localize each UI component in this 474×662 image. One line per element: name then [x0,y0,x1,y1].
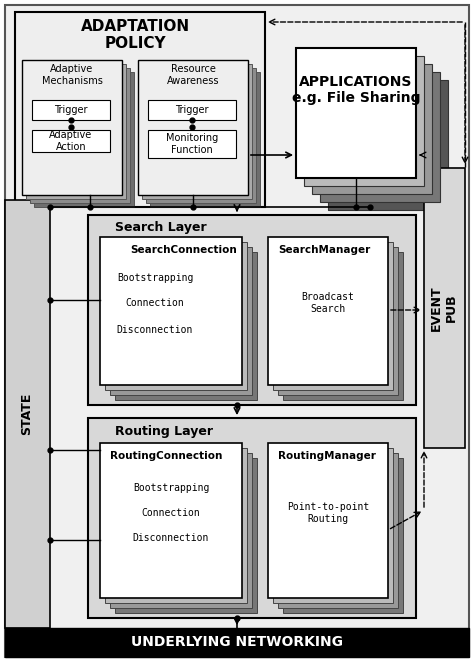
Bar [22,60,122,195]
Text: EVENT
PUB: EVENT PUB [430,285,458,331]
Text: Adaptive
Action: Adaptive Action [49,130,92,152]
Text: Monitoring
Function: Monitoring Function [166,133,218,155]
Bar [150,72,260,207]
Text: Bootstrapping: Bootstrapping [117,273,193,283]
Bar [146,68,256,203]
Bar [15,12,265,207]
Text: Point-to-point
Routing: Point-to-point Routing [287,502,369,524]
Bar [320,72,440,202]
Text: SearchManager: SearchManager [278,245,370,255]
Text: Bootstrapping: Bootstrapping [133,483,209,493]
Bar [148,130,236,158]
Bar [105,242,247,390]
Text: APPLICATIONS
e.g. File Sharing: APPLICATIONS e.g. File Sharing [292,75,420,105]
Bar [278,453,398,608]
Bar [273,448,393,603]
Bar [105,448,247,603]
Text: Connection: Connection [126,298,184,308]
Bar [278,247,398,395]
Bar [5,628,469,657]
Text: Routing Layer: Routing Layer [115,426,213,438]
Bar [304,56,424,186]
Bar [312,64,432,194]
Bar [88,418,416,618]
Bar [32,100,110,120]
Bar [424,168,465,448]
Text: Resource
Awareness: Resource Awareness [167,64,219,86]
Bar [328,80,448,210]
Bar [138,60,248,195]
Bar [5,200,50,628]
Bar [283,252,403,400]
Bar [283,458,403,613]
Bar [115,252,257,400]
Bar [268,237,388,385]
Bar [32,130,110,152]
Bar [115,458,257,613]
Bar [26,64,126,199]
Text: Disconnection: Disconnection [133,533,209,543]
Bar [148,100,236,120]
Bar [268,443,388,598]
Text: Trigger: Trigger [175,105,209,115]
Bar [142,64,252,199]
Text: Disconnection: Disconnection [117,325,193,335]
Text: Trigger: Trigger [54,105,88,115]
Bar [110,247,252,395]
Text: Broadcast
Search: Broadcast Search [301,292,355,314]
Text: STATE: STATE [20,393,34,435]
Bar [30,68,130,203]
Text: RoutingManager: RoutingManager [278,451,376,461]
Bar [273,242,393,390]
Text: SearchConnection: SearchConnection [130,245,237,255]
Bar [110,453,252,608]
Bar [100,443,242,598]
Text: UNDERLYING NETWORKING: UNDERLYING NETWORKING [131,635,343,649]
Text: RoutingConnection: RoutingConnection [110,451,222,461]
Bar [34,72,134,207]
Text: Search Layer: Search Layer [115,222,207,234]
Bar [296,48,416,178]
Bar [88,215,416,405]
Bar [100,237,242,385]
Text: Adaptive
Mechanisms: Adaptive Mechanisms [42,64,102,86]
Text: ADAPTATION
POLICY: ADAPTATION POLICY [81,19,190,51]
Text: Connection: Connection [142,508,201,518]
